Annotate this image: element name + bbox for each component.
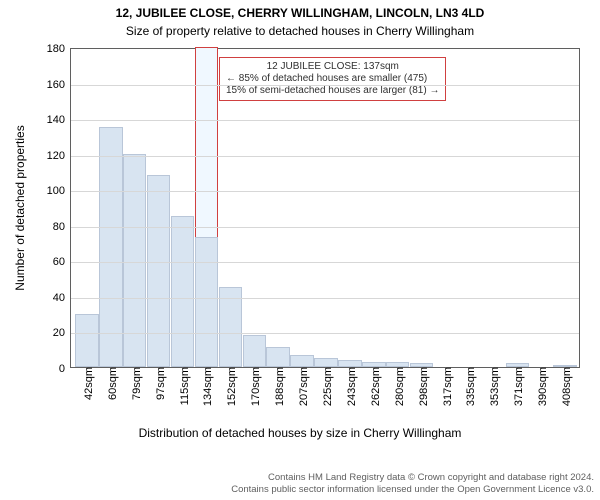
x-tick-label: 207sqm	[294, 367, 310, 406]
bar	[266, 347, 289, 367]
y-tick-label: 140	[47, 114, 71, 126]
gridline	[71, 156, 579, 157]
bar	[75, 314, 98, 367]
x-tick-label: 335sqm	[461, 367, 477, 406]
x-tick-label: 170sqm	[246, 367, 262, 406]
x-tick-label: 97sqm	[151, 367, 167, 400]
y-tick-label: 40	[53, 292, 71, 304]
x-tick-label: 243sqm	[342, 367, 358, 406]
credit-line2: Contains public sector information licen…	[231, 484, 594, 496]
x-tick-label: 390sqm	[533, 367, 549, 406]
x-tick-label: 353sqm	[485, 367, 501, 406]
x-tick-label: 371sqm	[509, 367, 525, 406]
bar	[243, 335, 266, 367]
gridline	[71, 120, 579, 121]
bar	[99, 127, 122, 367]
y-tick-label: 100	[47, 185, 71, 197]
x-tick-label: 42sqm	[79, 367, 95, 400]
gridline	[71, 262, 579, 263]
gridline	[71, 333, 579, 334]
chart-container: { "chart": { "type": "histogram", "title…	[0, 0, 600, 500]
x-tick-label: 60sqm	[103, 367, 119, 400]
x-tick-label: 188sqm	[270, 367, 286, 406]
credit-text: Contains HM Land Registry data © Crown c…	[231, 472, 594, 496]
y-tick-label: 180	[47, 43, 71, 55]
annotation-line2: ← 85% of detached houses are smaller (47…	[226, 73, 439, 85]
credit-line1: Contains HM Land Registry data © Crown c…	[231, 472, 594, 484]
y-tick-label: 20	[53, 327, 71, 339]
x-axis-label: Distribution of detached houses by size …	[0, 426, 600, 440]
bar	[147, 175, 170, 367]
x-tick-label: 408sqm	[557, 367, 573, 406]
y-tick-label: 120	[47, 150, 71, 162]
annotation-box: 12 JUBILEE CLOSE: 137sqm ← 85% of detach…	[219, 57, 446, 101]
x-tick-label: 280sqm	[390, 367, 406, 406]
gridline	[71, 191, 579, 192]
x-tick-label: 79sqm	[127, 367, 143, 400]
bar	[314, 358, 337, 367]
x-tick-label: 115sqm	[175, 367, 191, 405]
y-tick-label: 60	[53, 256, 71, 268]
y-tick-label: 80	[53, 221, 71, 233]
plot-area: 12 JUBILEE CLOSE: 137sqm ← 85% of detach…	[70, 48, 580, 368]
bar	[290, 355, 313, 367]
x-tick-label: 317sqm	[438, 367, 454, 406]
bar	[195, 237, 218, 367]
x-tick-label: 298sqm	[414, 367, 430, 406]
y-tick-label: 0	[59, 363, 71, 375]
annotation-line3: 15% of semi-detached houses are larger (…	[226, 85, 439, 97]
x-tick-label: 262sqm	[366, 367, 382, 406]
bar	[171, 216, 194, 367]
gridline	[71, 85, 579, 86]
gridline	[71, 298, 579, 299]
chart-title-line1: 12, JUBILEE CLOSE, CHERRY WILLINGHAM, LI…	[0, 6, 600, 20]
bar	[219, 287, 242, 367]
x-tick-label: 152sqm	[222, 367, 238, 406]
annotation-line1: 12 JUBILEE CLOSE: 137sqm	[226, 61, 439, 73]
x-tick-label: 134sqm	[198, 367, 214, 406]
x-tick-label: 225sqm	[318, 367, 334, 406]
gridline	[71, 227, 579, 228]
bar	[123, 154, 146, 367]
y-axis-label: Number of detached properties	[13, 125, 27, 290]
bar	[338, 360, 361, 367]
y-tick-label: 160	[47, 79, 71, 91]
chart-title-line2: Size of property relative to detached ho…	[0, 24, 600, 38]
